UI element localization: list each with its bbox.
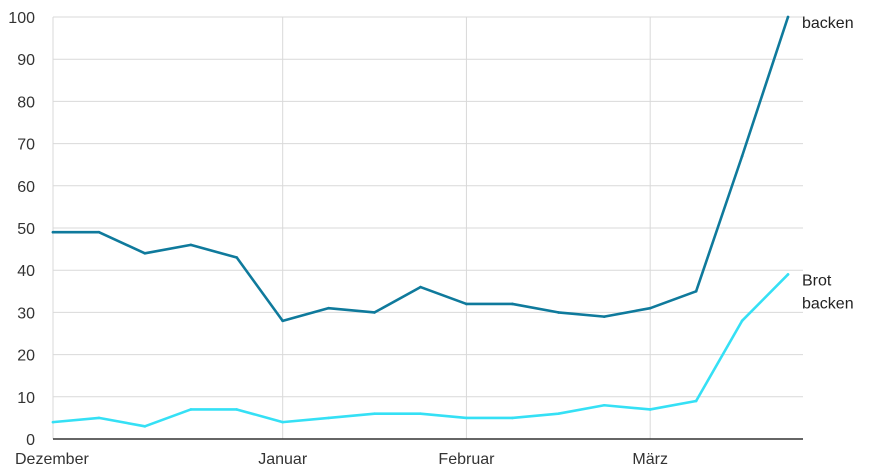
axes: 0 10 20 30 40 50 60 70 80 90 100 Dezember Januar Febr… <box>8 10 803 468</box>
data-point-0-8 <box>419 285 422 289</box>
y-tick-label-50: 50 <box>17 221 35 238</box>
data-point-0-15 <box>740 154 744 158</box>
y-tick-label-80: 80 <box>17 94 35 111</box>
data-point-1-9 <box>465 416 468 420</box>
y-tick-label-20: 20 <box>17 348 35 365</box>
data-point-1-1 <box>97 416 101 420</box>
data-point-1-14 <box>694 399 698 403</box>
data-point-1-12 <box>602 403 606 407</box>
x-tick-label-2: Februar <box>438 451 495 468</box>
data-point-0-10 <box>511 302 514 306</box>
data-point-0-6 <box>327 306 330 310</box>
series-lines <box>51 15 790 428</box>
data-point-1-11 <box>557 412 560 415</box>
data-point-1-4 <box>235 408 239 411</box>
grid <box>52 16 803 439</box>
data-point-0-0 <box>51 230 55 234</box>
data-point-0-9 <box>465 302 468 306</box>
y-tick-label-90: 90 <box>17 52 35 69</box>
x-tick-label-1: Januar <box>258 451 308 468</box>
data-point-1-15 <box>740 319 744 323</box>
x-tick-label-3: März <box>632 451 668 468</box>
data-point-1-2 <box>143 425 147 428</box>
y-tick-label-70: 70 <box>17 137 35 154</box>
data-point-0-16 <box>786 15 790 19</box>
series-label-1-line-1: backen <box>802 295 854 312</box>
y-tick-label-60: 60 <box>17 179 35 196</box>
data-point-0-13 <box>648 306 652 310</box>
data-point-0-3 <box>189 243 193 247</box>
data-point-0-4 <box>235 256 239 259</box>
data-point-1-13 <box>648 408 652 411</box>
x-tick-label-0: Dezember <box>15 451 89 468</box>
data-point-0-7 <box>373 311 376 314</box>
data-point-0-1 <box>97 230 101 234</box>
y-tick-label-10: 10 <box>17 390 35 407</box>
data-point-0-14 <box>694 290 698 293</box>
data-point-1-3 <box>189 408 193 411</box>
data-point-1-0 <box>51 420 55 424</box>
series-label-1-line-0: Brot <box>802 272 832 289</box>
data-point-0-2 <box>143 252 147 255</box>
data-point-1-8 <box>419 412 422 415</box>
y-tick-label-40: 40 <box>17 263 35 280</box>
data-point-1-5 <box>281 420 284 424</box>
data-point-1-6 <box>327 416 330 420</box>
data-point-0-5 <box>281 319 284 323</box>
series-labels: backen Brot backen <box>802 15 854 312</box>
series-line-0 <box>51 15 790 323</box>
y-tick-label-0: 0 <box>26 432 35 449</box>
data-point-1-7 <box>373 412 376 415</box>
data-point-0-11 <box>557 311 560 314</box>
y-tick-label-100: 100 <box>8 10 35 27</box>
series-label-0-line-1: backen <box>802 15 854 32</box>
data-point-1-10 <box>511 416 514 420</box>
data-point-1-16 <box>786 273 790 276</box>
data-point-0-12 <box>602 315 606 318</box>
y-tick-label-30: 30 <box>17 305 35 322</box>
